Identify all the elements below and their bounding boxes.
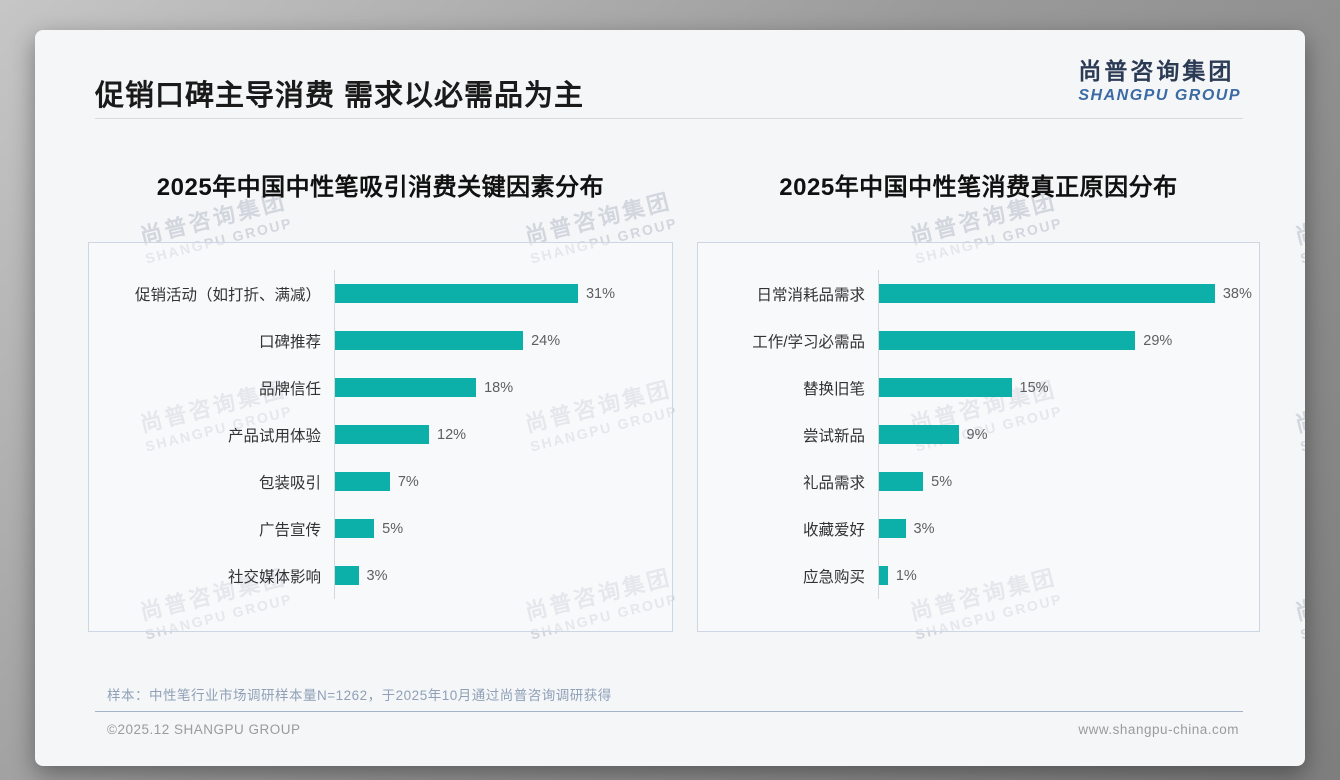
bar — [335, 284, 578, 303]
bar — [335, 472, 390, 491]
bar — [879, 425, 959, 444]
chart-bar-row: 品牌信任 18% — [89, 364, 672, 411]
category-label: 礼品需求 — [802, 474, 865, 492]
chart-bar-row: 应急购买 1% — [698, 552, 1259, 599]
category-label: 尝试新品 — [802, 427, 865, 445]
chart-bar-row: 产品试用体验 12% — [89, 411, 672, 458]
value-label: 3% — [913, 520, 935, 537]
bar-track: 5% — [334, 505, 672, 552]
category-label: 应急购买 — [802, 568, 865, 586]
slide-card: 尚普咨询集团 SHANGPU GROUP 尚普咨询集团 SHANGPU GROUP 尚普… — [35, 30, 1305, 766]
chart-plot-right: 日常消耗品需求 38% 工作/学习必需品 29% 替换旧笔 15% 尝试新品 9% 礼品需求 5%… — [697, 242, 1260, 632]
page-title: 促销口碑主导消费 需求以必需品为主 — [95, 80, 585, 112]
bar-track: 38% — [878, 270, 1259, 317]
category-label: 替换旧笔 — [802, 380, 865, 398]
bar-track: 29% — [878, 317, 1259, 364]
bar — [879, 566, 888, 585]
bar-track: 3% — [878, 505, 1259, 552]
bar — [335, 331, 524, 350]
chart-bar-row: 工作/学习必需品 29% — [698, 317, 1259, 364]
bar-track: 24% — [334, 317, 672, 364]
chart-bar-row: 社交媒体影响 3% — [89, 552, 672, 599]
footer-website: www.shangpu-china.com — [1078, 722, 1239, 737]
footer-divider — [95, 711, 1243, 712]
value-label: 7% — [397, 473, 419, 490]
logo-chinese-text: 尚普咨询集团 — [1078, 58, 1235, 84]
bar — [879, 331, 1136, 350]
bar-track: 15% — [878, 364, 1259, 411]
bar — [335, 378, 477, 397]
chart-plot-left: 促销活动（如打折、满减） 31% 口碑推荐 24% 品牌信任 18% 产品试用体验 12% 包装… — [88, 242, 673, 632]
bar-track: 9% — [878, 411, 1259, 458]
bar-track: 18% — [334, 364, 672, 411]
bar — [879, 284, 1215, 303]
bar — [335, 566, 359, 585]
value-label: 18% — [484, 379, 514, 396]
bar-track: 12% — [334, 411, 672, 458]
chart-bar-row: 尝试新品 9% — [698, 411, 1259, 458]
chart-bar-row: 包装吸引 7% — [89, 458, 672, 505]
value-label: 31% — [585, 285, 615, 302]
value-label: 9% — [966, 426, 988, 443]
category-label: 广告宣传 — [258, 521, 321, 539]
chart-bar-row: 礼品需求 5% — [698, 458, 1259, 505]
bar — [879, 378, 1012, 397]
value-label: 29% — [1143, 332, 1173, 349]
slide-content: 促销口碑主导消费 需求以必需品为主 尚普咨询集团 SHANGPU GROUP 2… — [35, 30, 1305, 766]
value-label: 5% — [931, 473, 953, 490]
sample-note: 样本：中性笔行业市场调研样本量N=1262，于2025年10月通过尚普咨询调研获… — [107, 688, 612, 703]
chart-section-left: 2025年中国中性笔吸引消费关键因素分布 促销活动（如打折、满减） 31% 口碑推荐… — [88, 168, 673, 632]
bar-track: 5% — [878, 458, 1259, 505]
bar-track: 31% — [334, 270, 672, 317]
chart-bar-row: 广告宣传 5% — [89, 505, 672, 552]
category-label: 收藏爱好 — [802, 521, 865, 539]
value-label: 38% — [1222, 285, 1252, 302]
category-label: 口碑推荐 — [258, 333, 321, 351]
chart-bar-row: 促销活动（如打折、满减） 31% — [89, 270, 672, 317]
chart-title-left: 2025年中国中性笔吸引消费关键因素分布 — [156, 174, 605, 201]
value-label: 5% — [382, 520, 404, 537]
value-label: 3% — [366, 567, 388, 584]
company-logo: 尚普咨询集团 SHANGPU GROUP — [1078, 52, 1241, 105]
title-divider — [95, 118, 1243, 119]
value-label: 12% — [437, 426, 467, 443]
bar — [879, 519, 906, 538]
category-label: 工作/学习必需品 — [752, 333, 865, 351]
chart-bar-row: 口碑推荐 24% — [89, 317, 672, 364]
value-label: 24% — [531, 332, 561, 349]
chart-bar-row: 替换旧笔 15% — [698, 364, 1259, 411]
bar — [335, 425, 430, 444]
chart-title-right: 2025年中国中性笔消费真正原因分布 — [779, 174, 1178, 201]
bar — [879, 472, 924, 491]
bar-track: 7% — [334, 458, 672, 505]
category-label: 促销活动（如打折、满减） — [134, 286, 321, 304]
category-label: 品牌信任 — [258, 380, 321, 398]
value-label: 15% — [1019, 379, 1049, 396]
chart-bar-row: 收藏爱好 3% — [698, 505, 1259, 552]
chart-bar-row: 日常消耗品需求 38% — [698, 270, 1259, 317]
footer-copyright: ©2025.12 SHANGPU GROUP — [107, 722, 301, 737]
category-label: 日常消耗品需求 — [756, 286, 865, 304]
bar — [335, 519, 375, 538]
logo-english-text: SHANGPU GROUP — [1078, 87, 1241, 104]
chart-section-right: 2025年中国中性笔消费真正原因分布 日常消耗品需求 38% 工作/学习必需品 29%… — [697, 168, 1260, 632]
bar-track: 1% — [878, 552, 1259, 599]
category-label: 社交媒体影响 — [227, 568, 321, 586]
value-label: 1% — [895, 567, 917, 584]
category-label: 包装吸引 — [258, 474, 321, 492]
bar-track: 3% — [334, 552, 672, 599]
category-label: 产品试用体验 — [227, 427, 321, 445]
